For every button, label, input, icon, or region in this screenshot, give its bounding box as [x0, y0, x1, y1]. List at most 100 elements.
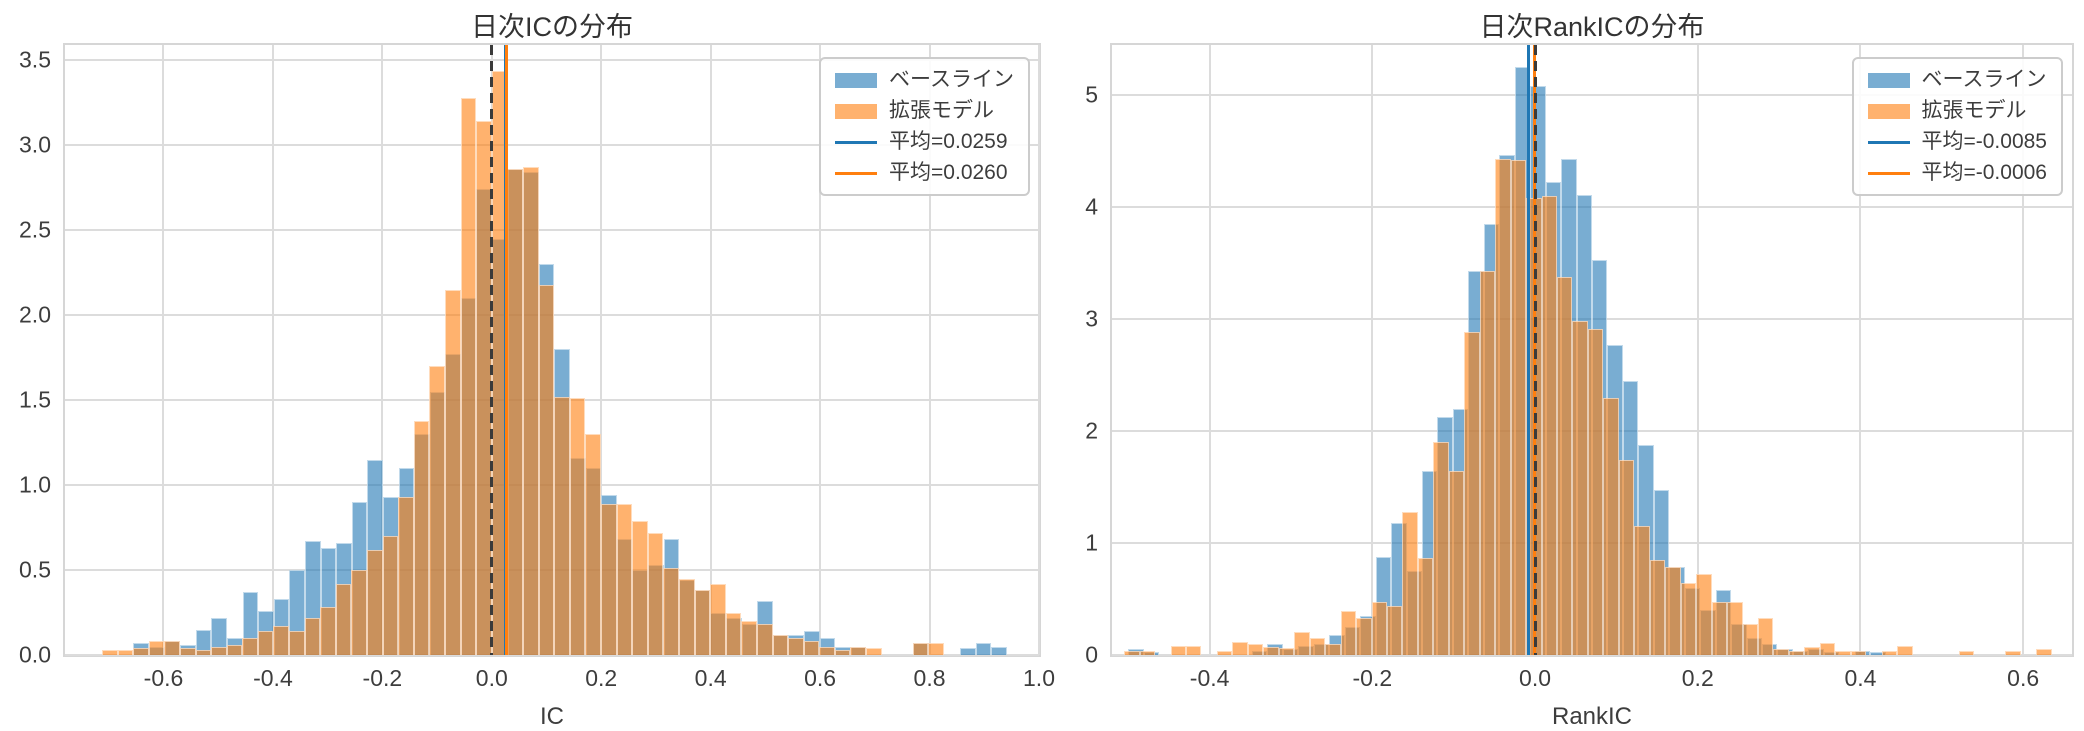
- histogram-bar: [866, 648, 882, 655]
- histogram-bar: [725, 612, 742, 655]
- gridline: [65, 654, 1039, 656]
- histogram-bar: [1541, 196, 1557, 655]
- histogram-bar: [413, 420, 430, 655]
- gridline: [819, 45, 822, 655]
- gridline: [1371, 45, 1374, 655]
- plot-area: 日次RankICの分布 RankIC -0.4 -0.2 0.0 0.2 0.4 0.6 0 1 2…: [1085, 12, 2074, 730]
- histogram-bar: [429, 366, 446, 655]
- gridline: [65, 144, 1039, 147]
- histogram-bar: [1464, 331, 1480, 655]
- histogram-bar: [289, 631, 305, 655]
- histogram-bar: [522, 167, 539, 655]
- histogram-bar: [788, 638, 804, 655]
- histogram-bar: [195, 649, 212, 655]
- gridline: [162, 45, 165, 655]
- x-tick-label: -0.4: [253, 665, 293, 691]
- histogram-bar: [2005, 650, 2021, 655]
- histogram-bar: [1448, 471, 1465, 655]
- legend-line-swatch: [835, 140, 878, 144]
- histogram-bar: [1495, 159, 1511, 655]
- legend-line-swatch: [1867, 171, 1910, 175]
- legend-item: ベースライン: [835, 67, 1014, 93]
- gridline: [709, 45, 712, 655]
- histogram-bar: [678, 578, 695, 655]
- legend-label: 平均=0.0260: [889, 161, 1008, 184]
- legend-item: ベースライン: [1867, 67, 2048, 93]
- histogram-layer: [1112, 45, 2072, 655]
- histogram-bar: [367, 549, 383, 655]
- histogram-bar: [1417, 557, 1434, 655]
- histogram-bar: [569, 398, 586, 655]
- gridline: [1859, 45, 1862, 655]
- mean-line: [504, 45, 508, 655]
- histogram-bar: [741, 621, 757, 655]
- histogram-bar: [211, 646, 227, 655]
- histogram-bar: [616, 503, 633, 655]
- legend-item: 拡張モデル: [835, 98, 1014, 124]
- x-tick-label: 0.4: [694, 665, 727, 691]
- y-tick-label: 3.5: [19, 46, 51, 73]
- gridline: [928, 45, 931, 655]
- legend-patch-swatch: [1867, 72, 1910, 88]
- histogram-bar: [1897, 646, 1913, 655]
- y-tick-label: 2: [1085, 417, 1098, 444]
- histogram-bar: [1850, 650, 1867, 655]
- chart-title: 日次ICの分布: [471, 12, 633, 42]
- x-axis-label: RankIC: [1551, 703, 1633, 730]
- histogram-bar: [1247, 643, 1264, 655]
- histogram-bar: [1696, 574, 1712, 655]
- histogram-bar: [819, 646, 835, 655]
- histogram-bar: [445, 289, 461, 655]
- histogram-bar: [507, 169, 523, 655]
- histogram-bar: [585, 434, 601, 655]
- legend: ベースライン 拡張モデル 平均=-0.0085 平均=-0.0006: [1851, 57, 2063, 196]
- gridline: [381, 45, 384, 655]
- histogram-bar: [647, 532, 664, 655]
- legend-item: 平均=0.0260: [835, 160, 1014, 186]
- histogram-bar: [1294, 631, 1310, 655]
- histogram-bar: [1835, 650, 1851, 655]
- chart-title: 日次RankICの分布: [1479, 12, 1705, 42]
- histogram-bar: [117, 649, 134, 655]
- histogram-bar: [257, 631, 274, 655]
- legend-line-swatch: [835, 171, 878, 175]
- legend-item: 平均=0.0259: [835, 129, 1014, 155]
- histogram-bar: [600, 503, 617, 655]
- legend-item: 拡張モデル: [1867, 98, 2048, 124]
- histogram-bar: [912, 643, 929, 655]
- histogram-bar: [1278, 648, 1295, 655]
- mean-line: [1526, 45, 1530, 655]
- histogram-bar: [1124, 650, 1140, 655]
- histogram-bar: [991, 646, 1007, 655]
- histogram-bar: [211, 617, 227, 655]
- x-tick-label: 0.6: [2007, 665, 2040, 691]
- gridline: [1038, 45, 1040, 655]
- histogram-bar: [382, 536, 399, 655]
- y-tick-label: 2.5: [19, 216, 51, 243]
- histogram-bar: [1510, 160, 1527, 655]
- histogram-bar: [1958, 650, 1975, 655]
- histogram-bar: [398, 496, 414, 655]
- histogram-bar: [1402, 511, 1418, 655]
- legend-label: ベースライン: [1921, 68, 2047, 91]
- legend-label: ベースライン: [889, 68, 1014, 91]
- histogram-bar: [1371, 602, 1387, 655]
- histogram-bar: [1649, 559, 1666, 655]
- histogram-bar: [1340, 611, 1357, 655]
- gridline: [65, 59, 1039, 62]
- histogram-bar: [1773, 649, 1789, 655]
- y-tick-label: 1.0: [19, 471, 51, 498]
- x-tick-label: 0.4: [1844, 665, 1877, 691]
- histogram-bar: [1139, 650, 1156, 655]
- histogram-bar: [351, 570, 368, 655]
- histogram-bar: [632, 520, 648, 655]
- legend-label: 平均=0.0259: [889, 130, 1008, 153]
- legend-label: 拡張モデル: [889, 99, 995, 122]
- histogram-bar: [1309, 638, 1326, 655]
- legend-item: 平均=-0.0006: [1867, 160, 2047, 186]
- y-tick-label: 2.0: [19, 301, 51, 328]
- histogram-bar: [1804, 647, 1820, 655]
- x-tick-label: 0.0: [475, 665, 508, 691]
- histogram-bar: [1356, 618, 1372, 655]
- legend-patch-swatch: [835, 72, 878, 88]
